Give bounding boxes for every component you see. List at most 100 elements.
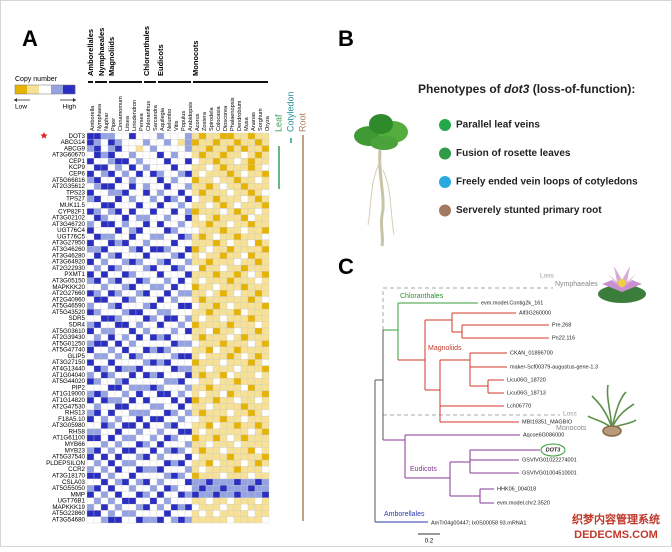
- heat-cell: [128, 346, 137, 354]
- heat-cell: [261, 195, 270, 203]
- heat-cell: [93, 227, 102, 234]
- heat-cell: [184, 415, 193, 423]
- heat-cell: [100, 258, 109, 266]
- heat-cell: [212, 466, 221, 473]
- heat-cell: [205, 170, 214, 178]
- heat-cell: [226, 183, 235, 190]
- heat-cell: [156, 503, 165, 511]
- heat-cell: [156, 441, 165, 448]
- heat-cell: [93, 208, 102, 215]
- heat-cell: [247, 145, 256, 153]
- heat-cell: [198, 428, 207, 436]
- heat-cell: [149, 132, 158, 140]
- heat-cell: [226, 384, 235, 392]
- heat-cell: [114, 371, 123, 379]
- heat-cell: [212, 497, 221, 505]
- heat-cell: [149, 214, 158, 222]
- heat-cell: [135, 371, 144, 379]
- heat-cell: [233, 258, 242, 266]
- heat-cell: [198, 516, 207, 524]
- leaf-label: GSVIVG01022274001: [522, 457, 577, 463]
- heat-cell: [184, 302, 193, 310]
- heat-cell: [191, 403, 200, 410]
- gene-label: AT5G43520: [52, 309, 85, 316]
- heat-cell: [205, 365, 214, 373]
- heat-cell: [86, 346, 95, 354]
- heat-cell: [128, 497, 137, 505]
- heat-cell: [100, 459, 109, 467]
- heat-cell: [205, 447, 214, 454]
- heat-cell: [114, 441, 123, 448]
- heat-cell: [261, 139, 270, 146]
- heat-cell: [86, 516, 95, 524]
- heat-cell: [219, 434, 228, 442]
- heat-cell: [184, 510, 193, 517]
- species-label: Arabidopsis: [188, 102, 194, 131]
- gene-label: GLIP5: [67, 353, 85, 360]
- heat-cell: [219, 220, 228, 228]
- heat-cell: [163, 227, 172, 234]
- heat-cell: [163, 434, 172, 442]
- heat-cell: [233, 290, 242, 297]
- heat-cell: [226, 170, 235, 178]
- heat-cell: [254, 252, 263, 259]
- heat-cell: [205, 472, 214, 480]
- heat-cell: [254, 139, 263, 146]
- heat-cell: [261, 176, 270, 184]
- heat-cell: [156, 327, 165, 335]
- heat-cell: [142, 453, 151, 461]
- heat-cell: [226, 359, 235, 366]
- heat-cell: [254, 485, 263, 492]
- heat-cell: [163, 296, 172, 303]
- heat-cell: [93, 302, 102, 310]
- air-plant: [587, 384, 637, 437]
- heat-cell: [100, 315, 109, 322]
- heat-cell: [121, 472, 130, 480]
- heat-cell: [156, 359, 165, 366]
- heat-cell: [240, 239, 249, 247]
- heat-cell: [254, 334, 263, 341]
- heat-cell: [205, 239, 214, 247]
- heat-cell: [212, 239, 221, 247]
- heat-cell: [128, 233, 137, 241]
- heat-cell: [198, 378, 207, 385]
- heat-cell: [100, 183, 109, 190]
- heat-cell: [240, 315, 249, 322]
- heat-cell: [254, 151, 263, 159]
- heat-cell: [100, 428, 109, 436]
- heat-cell: [128, 296, 137, 303]
- heat-cell: [135, 365, 144, 373]
- heat-cell: [149, 302, 158, 310]
- heat-cell: [107, 447, 116, 454]
- heat-cell: [219, 239, 228, 247]
- heat-cell: [163, 233, 172, 241]
- heat-cell: [212, 422, 221, 429]
- gene-label: AT2G27660: [52, 290, 85, 297]
- heat-cell: [219, 384, 228, 392]
- gene-label: AT3G05150: [52, 277, 85, 284]
- heat-cell: [121, 308, 130, 316]
- gene-label: ABCG14: [61, 139, 86, 146]
- heat-cell: [226, 246, 235, 253]
- heat-cell: [170, 415, 179, 423]
- heat-cell: [107, 258, 116, 266]
- heat-cell: [128, 132, 137, 140]
- heat-cell: [219, 139, 228, 146]
- heat-cell: [163, 283, 172, 291]
- heat-cell: [254, 132, 263, 140]
- heat-cell: [247, 384, 256, 392]
- heat-cell: [170, 227, 179, 234]
- heat-cell: [240, 434, 249, 442]
- heat-cell: [198, 189, 207, 197]
- heat-cell: [156, 151, 165, 159]
- heat-cell: [226, 252, 235, 259]
- heat-cell: [261, 246, 270, 253]
- heat-cell: [86, 195, 95, 203]
- heat-cell: [261, 220, 270, 228]
- heat-cell: [128, 434, 137, 442]
- heat-cell: [86, 321, 95, 329]
- heat-cell: [254, 214, 263, 222]
- heat-cell: [100, 139, 109, 146]
